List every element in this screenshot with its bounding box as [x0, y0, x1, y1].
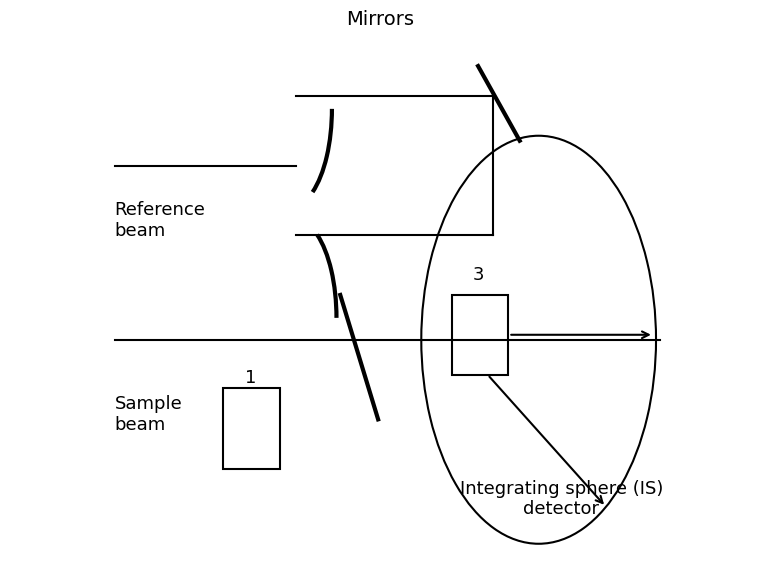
Text: 1: 1 — [245, 369, 257, 386]
Bar — [223, 388, 279, 469]
Text: Integrating sphere (IS)
detector: Integrating sphere (IS) detector — [459, 480, 663, 518]
Text: Sample
beam: Sample beam — [114, 395, 182, 434]
Text: Reference
beam: Reference beam — [114, 201, 205, 240]
Text: Mirrors: Mirrors — [346, 10, 413, 29]
Text: 3: 3 — [472, 266, 484, 284]
Bar — [452, 295, 509, 374]
